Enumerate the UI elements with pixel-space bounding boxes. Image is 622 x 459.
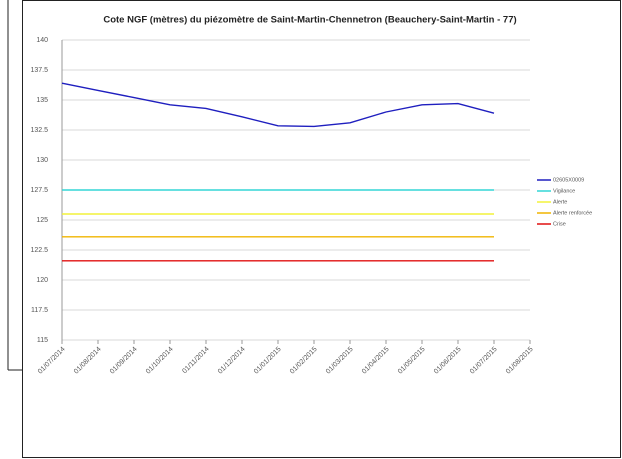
x-tick-label: 01/11/2014	[181, 346, 210, 375]
y-tick-label: 120	[36, 277, 48, 284]
x-tick-label: 01/05/2015	[397, 346, 427, 376]
chart-border	[22, 0, 621, 458]
legend-label: Vigilance	[553, 188, 575, 194]
chart-title: Cote NGF (mètres) du piézomètre de Saint…	[103, 15, 516, 26]
x-tick-label: 01/12/2014	[217, 346, 247, 376]
x-tick-label: 01/10/2014	[145, 346, 175, 376]
x-tick-label: 01/08/2014	[73, 346, 103, 376]
x-tick-label: 01/07/2015	[469, 346, 499, 376]
y-tick-label: 125	[36, 217, 48, 224]
y-tick-label: 122.5	[30, 247, 48, 254]
legend-label: Crise	[553, 221, 566, 227]
x-tick-label: 01/01/2015	[253, 346, 283, 376]
legend-label: Alerte	[553, 199, 567, 205]
y-tick-label: 132.5	[30, 127, 48, 134]
x-tick-label: 01/07/2014	[37, 346, 67, 376]
x-tick-label: 01/08/2015	[505, 346, 535, 376]
y-tick-label: 115	[37, 337, 48, 344]
y-tick-label: 140	[36, 37, 48, 44]
series-line	[61, 82, 495, 128]
x-tick-label: 01/04/2015	[361, 346, 391, 376]
y-tick-label: 117.5	[31, 307, 48, 314]
legend-label: Alerte renforcée	[553, 210, 592, 216]
y-tick-label: 130	[36, 157, 48, 164]
x-tick-label: 01/02/2015	[289, 346, 319, 376]
x-tick-label: 01/09/2014	[109, 346, 139, 376]
legend-label: 02605X0009	[553, 177, 584, 183]
y-tick-label: 127.5	[30, 187, 48, 194]
x-tick-label: 01/06/2015	[433, 346, 463, 376]
x-tick-label: 01/03/2015	[325, 346, 355, 376]
y-tick-label: 137.5	[30, 67, 48, 74]
y-tick-label: 135	[36, 97, 48, 104]
